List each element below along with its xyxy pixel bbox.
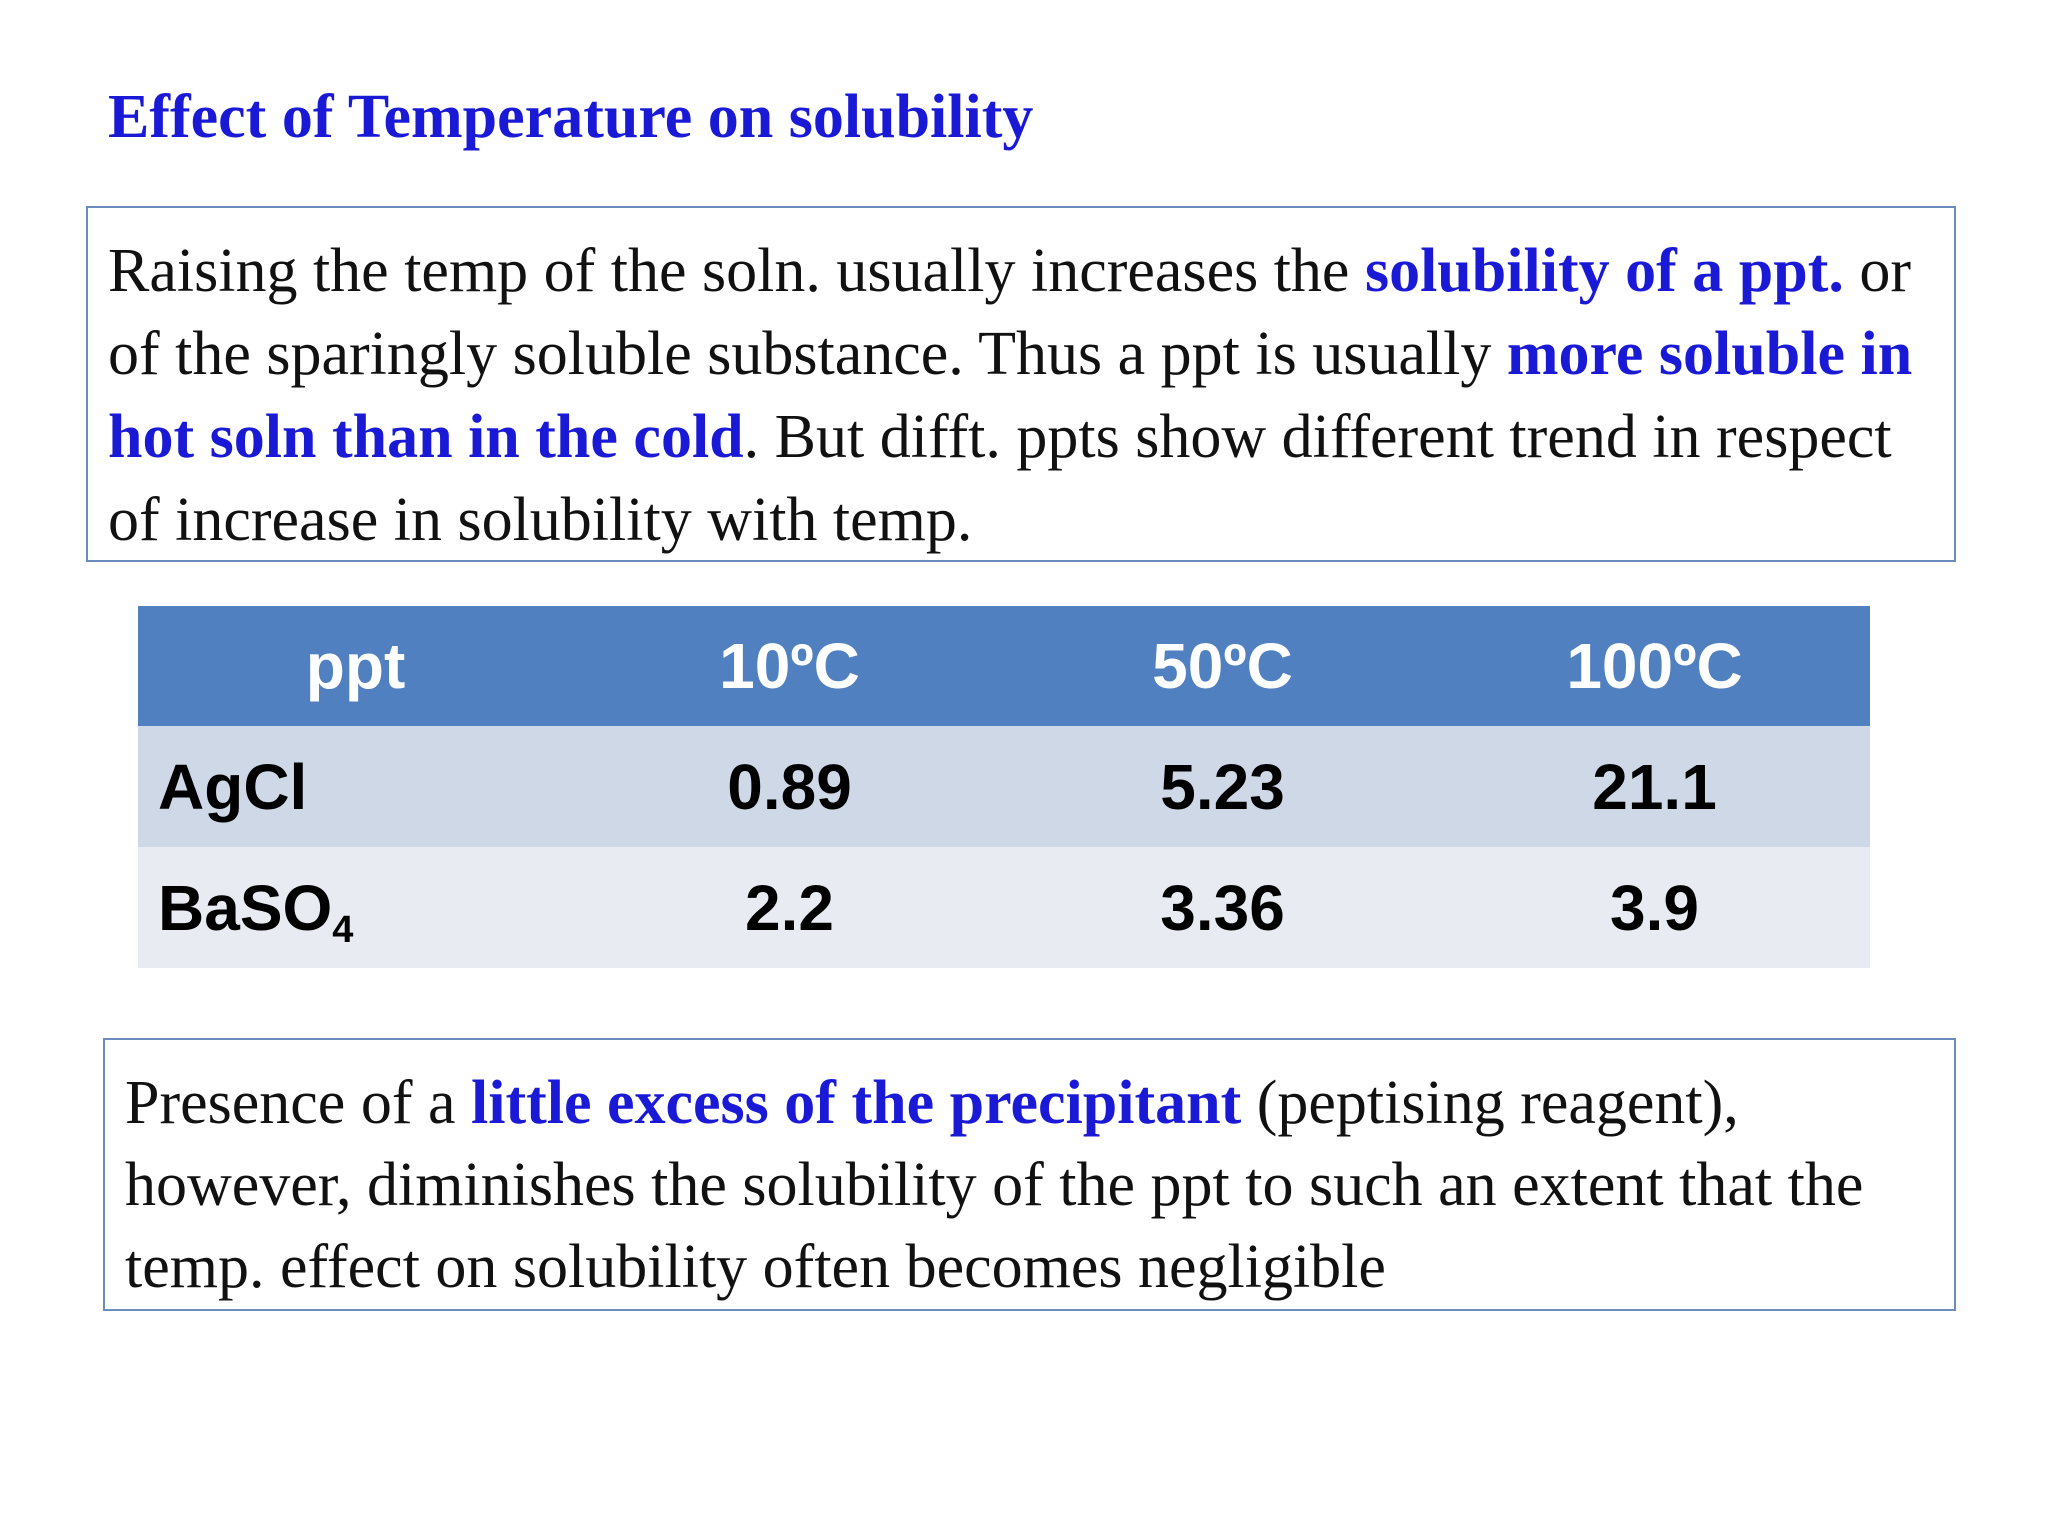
para1-text-1: Raising the temp of the soln. usually in…	[108, 237, 1365, 305]
temperature-effect-textbox: Raising the temp of the soln. usually in…	[86, 206, 1956, 562]
cell-agcl-10c: 0.89	[727, 750, 852, 823]
table-row-agcl: AgCl 0.89 5.23 21.1	[138, 726, 1870, 847]
header-10c: 10ºC	[719, 630, 860, 702]
table-row-baso4: BaSO4 2.2 3.36 3.9	[138, 847, 1870, 968]
cell-agcl-100c: 21.1	[1592, 750, 1717, 823]
para1-highlight-2: more soluble in hot soln than in the col…	[108, 320, 1913, 471]
precipitant-effect-paragraph: Presence of a little excess of the preci…	[125, 1062, 1954, 1308]
table-header-row: ppt 10ºC 50ºC 100ºC	[138, 606, 1870, 726]
para1-text-3: . But difft. ppts show different trend i…	[108, 403, 1892, 554]
solubility-table: ppt 10ºC 50ºC 100ºC AgCl 0.89 5.23 21.1 …	[138, 606, 1870, 968]
para1-text-2: or of the sparingly soluble substance. T…	[108, 237, 1912, 388]
cell-baso4-10c: 2.2	[745, 871, 834, 944]
para2-text-2: (peptising reagent), however, diminishes…	[125, 1069, 1864, 1301]
row-name-text: AgCl	[158, 750, 308, 823]
row-name-subscript: 4	[332, 908, 354, 951]
para2-highlight-1: little excess of the precipitant	[471, 1069, 1242, 1137]
header-50c: 50ºC	[1152, 630, 1293, 702]
row-name-agcl: AgCl	[138, 726, 573, 847]
header-100c: 100ºC	[1566, 630, 1743, 702]
cell-baso4-100c: 3.9	[1610, 871, 1699, 944]
para1-highlight-1: solubility of a ppt.	[1364, 237, 1844, 305]
header-ppt: ppt	[305, 630, 406, 702]
precipitant-effect-textbox: Presence of a little excess of the preci…	[103, 1038, 1956, 1311]
slide-title: Effect of Temperature on solubility	[108, 83, 1034, 151]
row-name-text: BaSO	[158, 871, 333, 944]
row-name-baso4: BaSO4	[138, 847, 573, 968]
cell-agcl-50c: 5.23	[1160, 750, 1285, 823]
temperature-effect-paragraph: Raising the temp of the soln. usually in…	[108, 230, 1954, 562]
cell-baso4-50c: 3.36	[1160, 871, 1285, 944]
para2-text-1: Presence of a	[125, 1069, 471, 1137]
